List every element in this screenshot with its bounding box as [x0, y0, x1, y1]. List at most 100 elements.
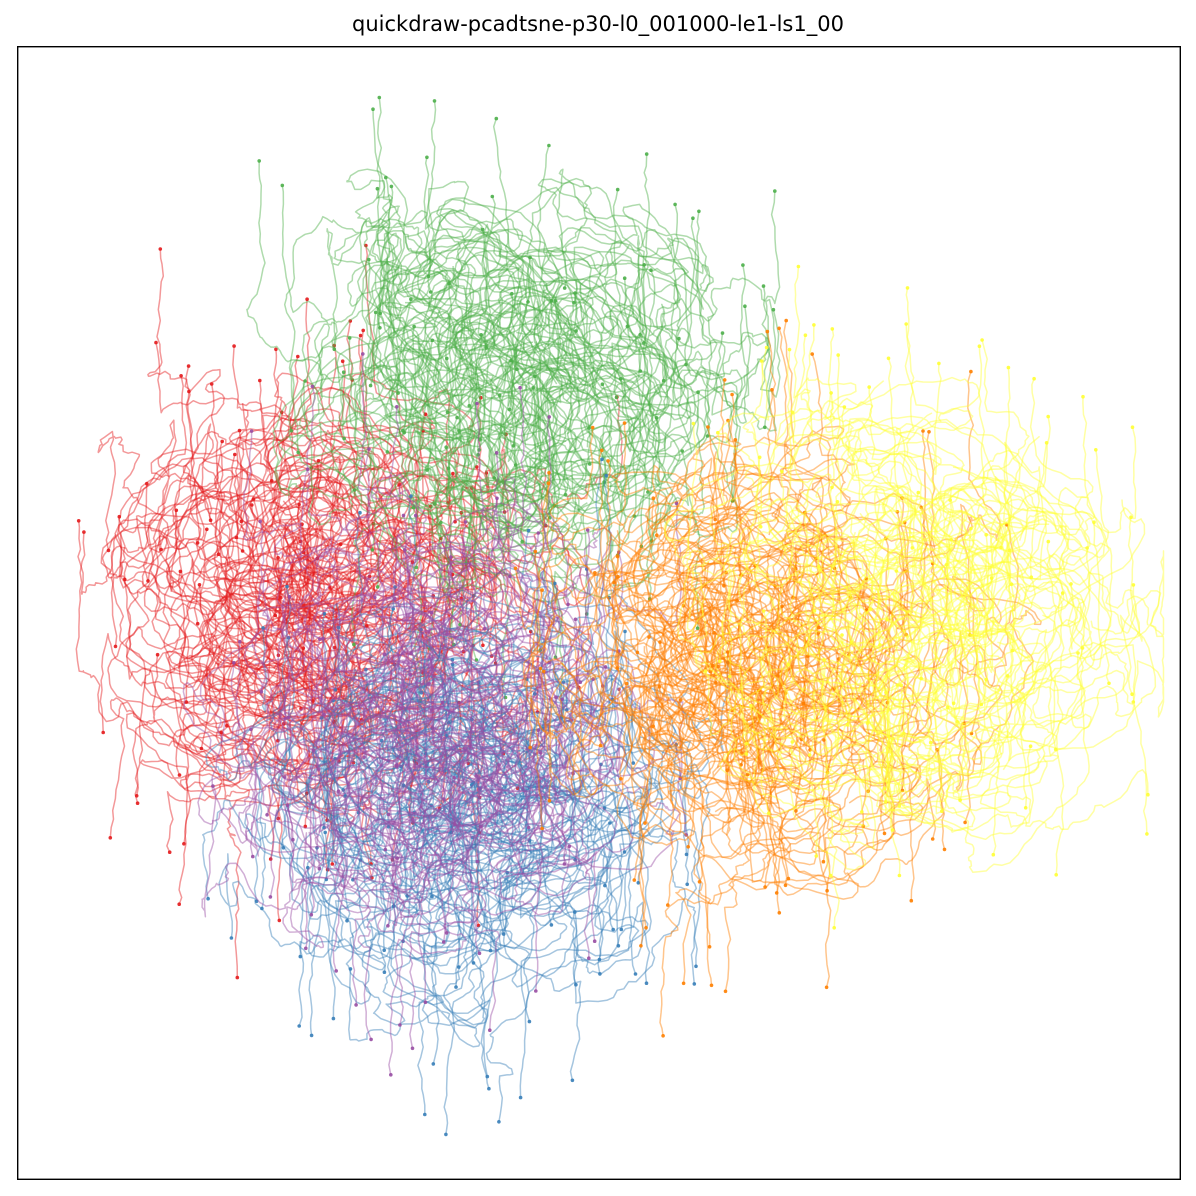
trajectory-endpoint	[842, 405, 847, 409]
trajectory-line	[354, 660, 575, 816]
trajectory-line	[191, 570, 376, 870]
trajectory-endpoint	[697, 880, 702, 884]
trajectory-line	[808, 618, 1129, 771]
trajectory-endpoint	[513, 566, 518, 571]
trajectory-line	[621, 655, 922, 913]
trajectory-line	[770, 478, 829, 682]
trajectory-endpoint	[274, 347, 278, 352]
trajectory-endpoint	[651, 724, 655, 729]
trajectory-endpoint	[259, 689, 264, 694]
trajectory-line	[468, 779, 609, 910]
trajectory-endpoint	[458, 622, 462, 627]
trajectory-line	[203, 571, 344, 787]
trajectory-endpoint	[352, 642, 356, 647]
trajectory-endpoint	[612, 580, 616, 585]
trajectory-line	[363, 685, 528, 935]
trajectory-endpoint	[547, 798, 552, 803]
trajectory-line	[402, 808, 518, 942]
trajectory-endpoint	[412, 759, 417, 763]
trajectory-endpoint	[197, 583, 202, 587]
trajectory-line	[833, 630, 1035, 725]
trajectory-endpoint	[553, 655, 558, 659]
trajectory-endpoint	[848, 595, 853, 599]
trajectory-line	[337, 568, 595, 773]
trajectory-line	[313, 448, 535, 643]
trajectory-endpoint	[393, 585, 397, 589]
series-0	[75, 243, 624, 980]
trajectory-line	[651, 464, 792, 654]
trajectory-line	[201, 449, 454, 767]
trajectory-endpoint	[999, 545, 1003, 550]
trajectory-line	[426, 207, 543, 406]
trajectory-endpoint	[600, 382, 605, 387]
trajectory-endpoint	[425, 468, 429, 472]
trajectory-endpoint	[469, 783, 474, 787]
trajectory-line	[447, 791, 643, 952]
trajectory-endpoint	[429, 803, 433, 807]
trajectory-line	[766, 487, 941, 777]
trajectory-endpoint	[276, 738, 280, 743]
trajectory-endpoint	[461, 649, 466, 654]
trajectory-line	[391, 678, 573, 951]
trajectory-line	[305, 556, 517, 781]
trajectory-endpoint	[322, 713, 327, 717]
trajectory-endpoint	[642, 341, 646, 345]
trajectory-endpoint	[354, 1003, 358, 1007]
trajectory-endpoint	[591, 677, 595, 681]
trajectory-line	[272, 349, 414, 602]
trajectory-endpoint	[1145, 832, 1149, 836]
trajectory-endpoint	[289, 429, 294, 433]
trajectory-line	[319, 760, 481, 973]
trajectory-endpoint	[566, 602, 570, 607]
trajectory-endpoint	[232, 344, 236, 348]
trajectory-endpoint	[489, 654, 494, 658]
trajectory-line	[763, 511, 908, 708]
trajectory-line	[417, 643, 548, 1003]
trajectory-line	[300, 496, 508, 673]
trajectory-line	[867, 695, 1003, 789]
trajectory-endpoint	[740, 751, 744, 756]
trajectory-endpoint	[603, 883, 607, 888]
trajectory-line	[793, 415, 942, 612]
trajectory-endpoint	[726, 660, 730, 665]
trajectory-line	[363, 259, 597, 495]
trajectory-endpoint	[494, 116, 499, 121]
trajectory-line	[399, 552, 499, 657]
trajectory-line	[422, 805, 550, 1026]
trajectory-line	[407, 597, 611, 825]
trajectory-endpoint	[439, 520, 443, 525]
trajectory-line	[99, 632, 273, 733]
trajectory-endpoint	[474, 774, 479, 778]
trajectory-endpoint	[395, 856, 400, 860]
trajectory-endpoint	[902, 731, 906, 736]
trajectory-line	[204, 507, 340, 615]
trajectory-endpoint	[540, 588, 544, 592]
trajectory-endpoint	[177, 773, 182, 777]
trajectory-line	[458, 503, 683, 745]
trajectory-line	[639, 597, 766, 946]
trajectory-endpoint	[478, 824, 483, 829]
trajectory-line	[519, 736, 683, 946]
trajectory-line	[356, 830, 535, 948]
trajectory-line	[471, 303, 669, 416]
trajectory-line	[619, 312, 711, 524]
trajectory-line	[417, 228, 524, 425]
trajectory-line	[940, 465, 1048, 674]
trajectory-line	[556, 327, 696, 542]
trajectory-endpoint	[1092, 520, 1096, 524]
trajectory-endpoint	[565, 708, 569, 712]
trajectory-line	[1029, 378, 1094, 619]
trajectory-endpoint	[304, 791, 309, 796]
trajectory-endpoint	[563, 493, 568, 497]
trajectory-line	[551, 552, 626, 772]
trajectory-line	[394, 521, 546, 780]
trajectory-endpoint	[300, 522, 304, 526]
trajectory-line	[348, 622, 551, 846]
trajectory-line	[295, 683, 502, 921]
series-1	[246, 95, 781, 719]
trajectory-line	[432, 317, 613, 493]
trajectory-endpoint	[868, 607, 873, 611]
trajectory-endpoint	[421, 671, 425, 675]
trajectory-endpoint	[845, 722, 850, 727]
trajectory-line	[371, 257, 473, 625]
